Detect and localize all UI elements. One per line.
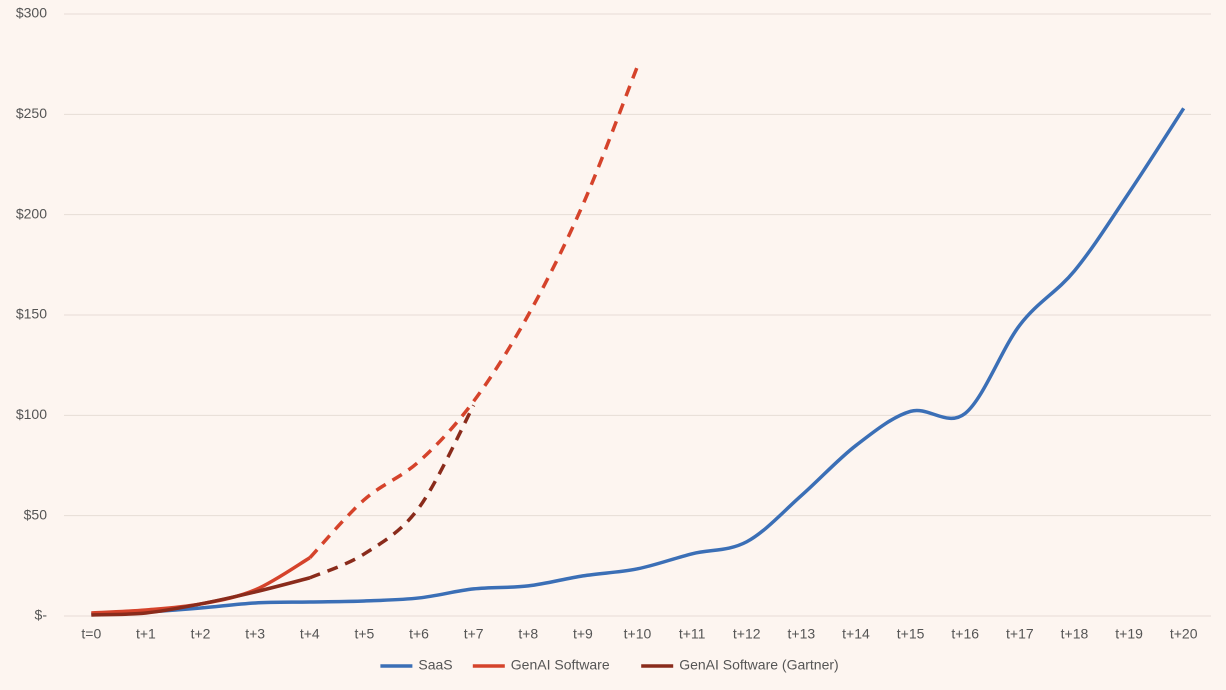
x-tick-label: t+4 — [300, 626, 320, 642]
x-tick-label: t+12 — [733, 626, 761, 642]
x-tick-label: t=0 — [81, 626, 101, 642]
x-tick-label: t+19 — [1115, 626, 1143, 642]
x-tick-label: t+14 — [842, 626, 870, 642]
x-tick-label: t+20 — [1170, 626, 1198, 642]
line-dashed — [308, 65, 640, 560]
y-tick-label: $300 — [16, 5, 47, 21]
x-tick-label: t+1 — [136, 626, 156, 642]
y-tick-label: $50 — [24, 506, 48, 522]
y-tick-label: $- — [35, 607, 48, 623]
x-tick-label: t+7 — [464, 626, 484, 642]
x-tick-label: t+3 — [245, 626, 265, 642]
x-tick-label: t+9 — [573, 626, 593, 642]
line — [91, 576, 311, 617]
x-tick-label: t+16 — [951, 626, 979, 642]
x-tick-label: t+13 — [788, 626, 816, 642]
x-tick-label: t+5 — [354, 626, 374, 642]
legend-label: GenAI Software (Gartner) — [679, 657, 839, 673]
y-tick-label: $200 — [16, 205, 47, 221]
legend-label: GenAI Software — [511, 657, 610, 673]
x-tick-label: t+17 — [1006, 626, 1034, 642]
x-tick-label: t+10 — [624, 626, 652, 642]
line-dashed — [309, 404, 476, 580]
x-tick-label: t+8 — [518, 626, 538, 642]
x-tick-label: t+18 — [1061, 626, 1089, 642]
x-tick-label: t+6 — [409, 626, 429, 642]
line — [91, 107, 1186, 616]
x-tick-label: t+2 — [191, 626, 211, 642]
y-tick-label: $100 — [16, 406, 47, 422]
x-tick-label: t+15 — [897, 626, 925, 642]
y-tick-label: $150 — [16, 306, 47, 322]
x-tick-label: t+11 — [679, 626, 706, 642]
y-tick-label: $250 — [16, 105, 47, 121]
legend-label: SaaS — [418, 657, 452, 673]
